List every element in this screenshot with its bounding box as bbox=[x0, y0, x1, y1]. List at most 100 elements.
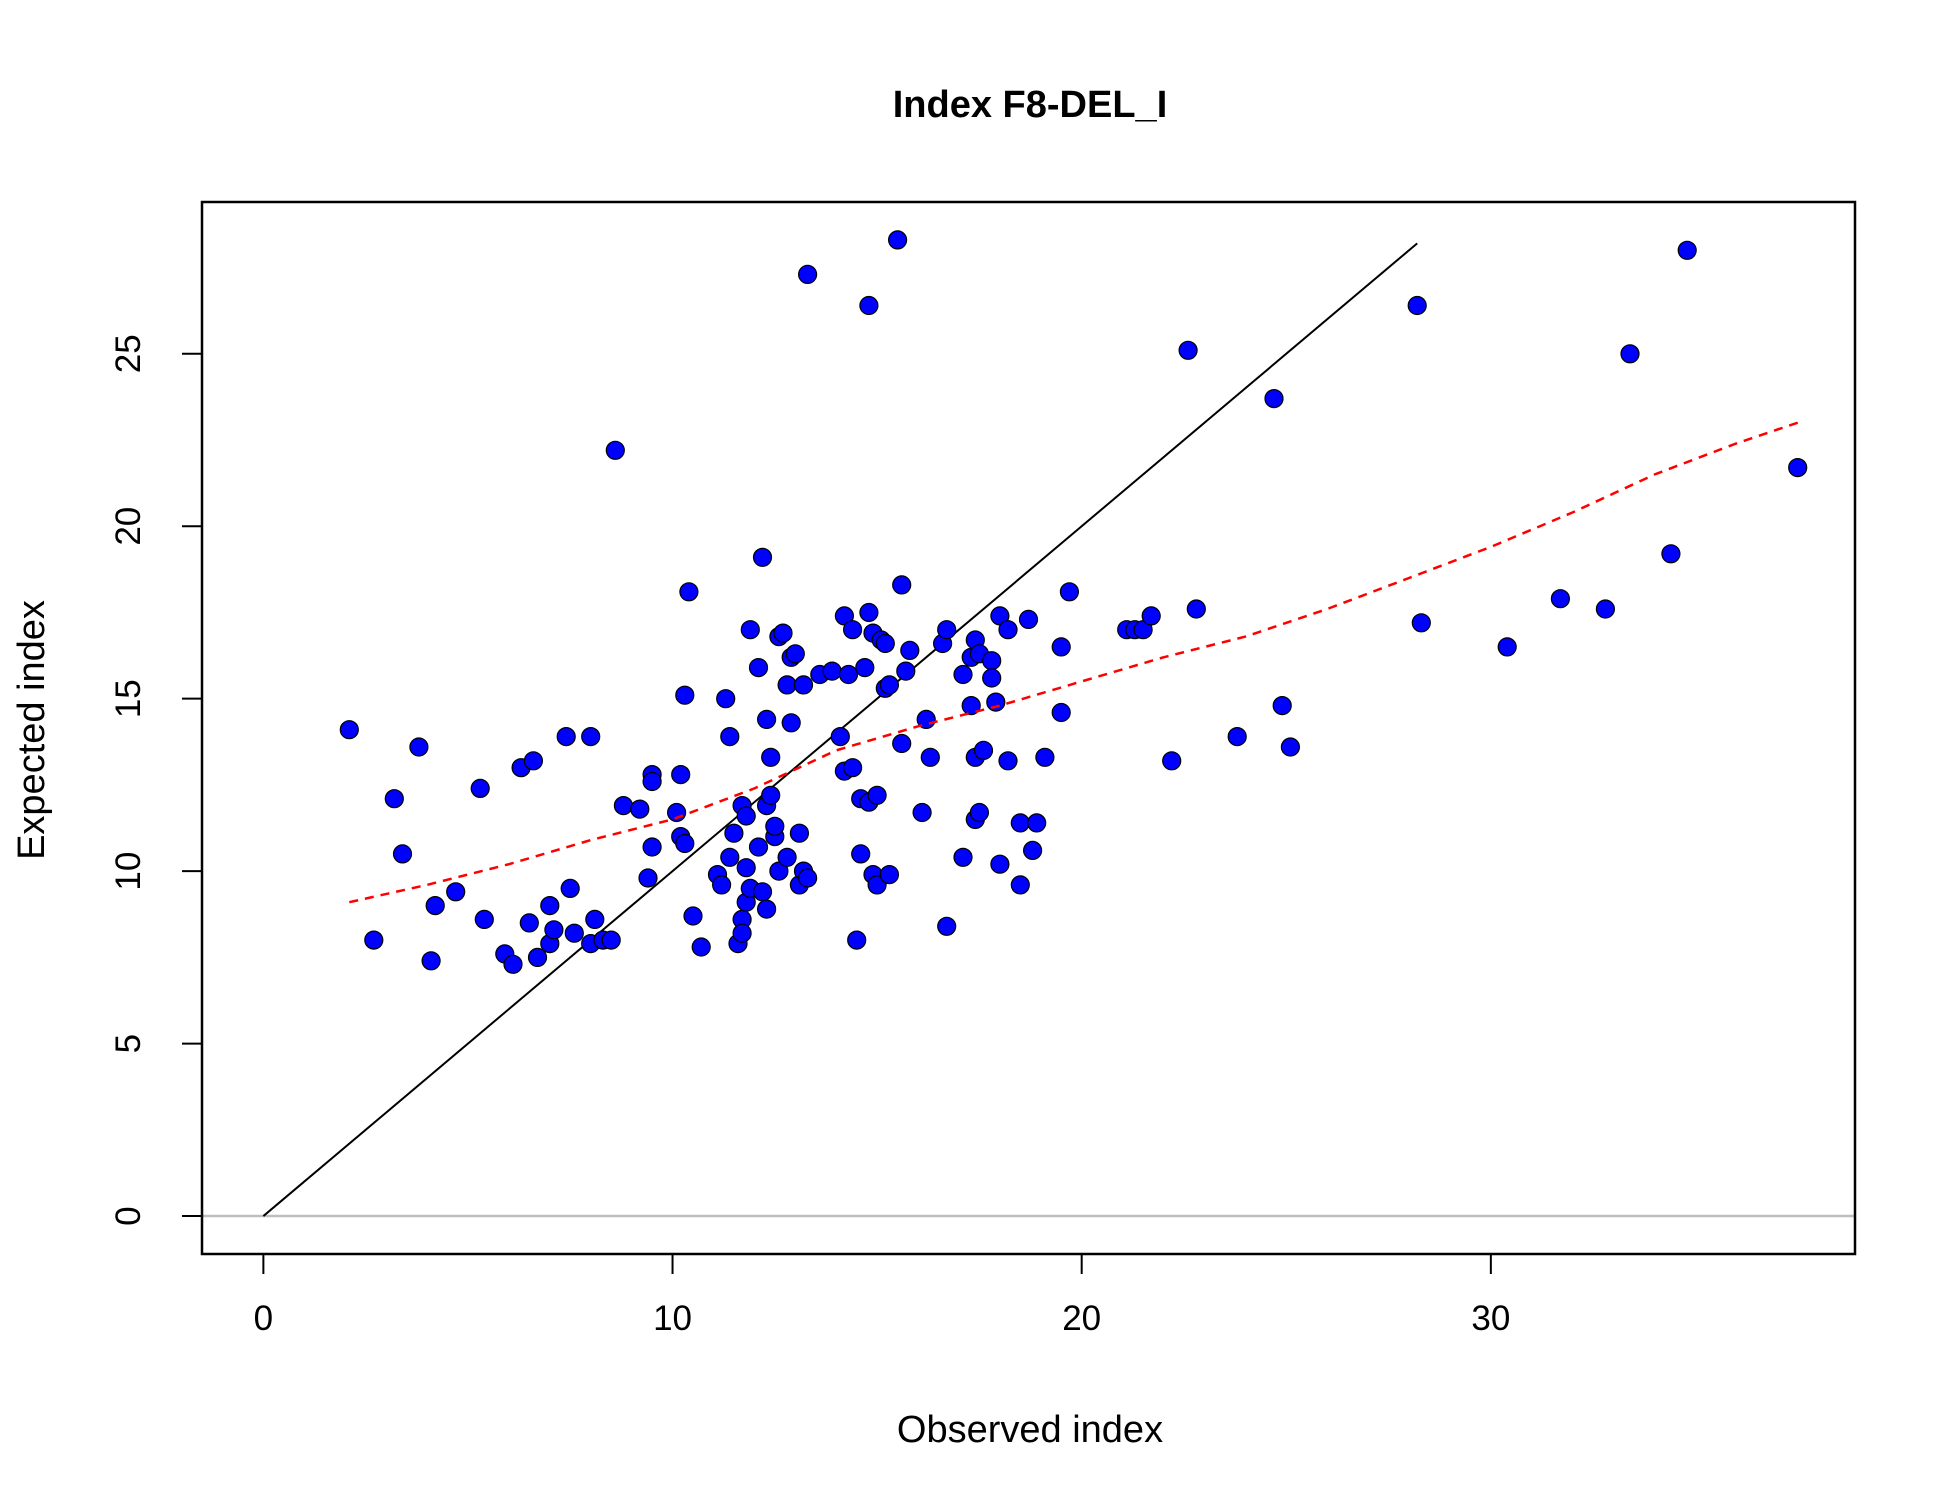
y-tick-label: 5 bbox=[109, 1034, 148, 1053]
data-point bbox=[793, 675, 814, 695]
data-point bbox=[838, 664, 859, 685]
x-tick-label: 10 bbox=[653, 1299, 692, 1338]
data-point bbox=[1677, 240, 1697, 260]
x-tick-label: 20 bbox=[1062, 1299, 1101, 1338]
data-point bbox=[953, 664, 973, 685]
data-point bbox=[1010, 813, 1030, 833]
data-point bbox=[720, 726, 740, 747]
data-point bbox=[675, 833, 695, 854]
y-tick-label: 15 bbox=[109, 679, 148, 718]
data-point bbox=[879, 864, 900, 885]
data-point bbox=[642, 771, 662, 792]
data-point bbox=[736, 806, 756, 826]
data-point bbox=[675, 685, 695, 705]
x-tick-label: 30 bbox=[1471, 1299, 1510, 1338]
data-point bbox=[392, 844, 413, 864]
data-point bbox=[630, 799, 650, 819]
data-point bbox=[887, 230, 908, 250]
data-point bbox=[421, 951, 441, 971]
data-point bbox=[1550, 589, 1571, 609]
data-point bbox=[773, 623, 793, 643]
y-tick-label: 10 bbox=[109, 852, 148, 891]
data-point bbox=[581, 726, 601, 747]
data-point bbox=[937, 916, 957, 936]
data-point bbox=[605, 440, 625, 460]
data-point bbox=[540, 895, 560, 916]
data-point bbox=[1411, 613, 1431, 633]
data-point bbox=[842, 758, 863, 778]
data-point bbox=[1051, 702, 1071, 723]
data-point bbox=[998, 751, 1018, 771]
data-point bbox=[892, 733, 912, 754]
data-point bbox=[797, 264, 818, 284]
data-point bbox=[736, 858, 756, 878]
chart-title: Index F8-DEL_I bbox=[893, 84, 1168, 126]
data-point bbox=[683, 906, 703, 926]
data-point bbox=[859, 295, 879, 316]
data-point bbox=[953, 847, 973, 867]
data-point bbox=[797, 868, 818, 888]
data-point bbox=[642, 837, 662, 857]
data-point bbox=[724, 823, 744, 843]
data-point bbox=[1022, 840, 1043, 861]
smooth-trend-line bbox=[349, 421, 1799, 904]
y-tick-label: 25 bbox=[109, 334, 148, 373]
data-point bbox=[982, 651, 1002, 671]
data-point bbox=[756, 899, 777, 919]
data-point bbox=[875, 633, 895, 654]
data-point bbox=[716, 689, 736, 709]
data-point bbox=[748, 657, 769, 678]
data-point bbox=[1595, 599, 1616, 619]
data-point bbox=[859, 602, 879, 623]
data-point bbox=[892, 575, 912, 595]
data-point bbox=[761, 785, 781, 805]
data-point bbox=[1661, 544, 1681, 564]
data-point bbox=[822, 661, 842, 681]
data-point bbox=[761, 747, 781, 767]
data-point bbox=[969, 802, 990, 823]
data-point bbox=[503, 954, 523, 974]
data-point bbox=[1186, 599, 1206, 619]
data-point bbox=[671, 764, 691, 785]
data-point bbox=[900, 640, 920, 661]
data-point bbox=[912, 802, 932, 823]
data-point bbox=[842, 620, 863, 640]
data-point bbox=[1035, 747, 1055, 767]
data-point bbox=[879, 675, 900, 695]
data-point bbox=[785, 644, 805, 664]
data-point bbox=[961, 695, 981, 716]
data-point bbox=[867, 785, 887, 805]
y-tick-label: 20 bbox=[109, 507, 148, 546]
data-point bbox=[613, 795, 634, 816]
data-point bbox=[519, 913, 539, 933]
data-point bbox=[920, 747, 940, 767]
data-point bbox=[1497, 637, 1517, 657]
data-point bbox=[998, 620, 1018, 640]
data-point bbox=[1272, 695, 1292, 716]
data-point bbox=[425, 895, 445, 916]
data-point bbox=[1264, 389, 1284, 409]
data-point bbox=[752, 547, 773, 567]
data-point bbox=[1010, 875, 1030, 895]
data-point bbox=[711, 875, 732, 895]
data-point bbox=[720, 847, 740, 867]
data-point bbox=[556, 726, 576, 747]
plot-frame bbox=[200, 200, 1857, 1256]
data-point bbox=[867, 875, 887, 895]
data-point bbox=[781, 713, 801, 733]
data-point bbox=[748, 837, 769, 857]
data-point bbox=[679, 582, 699, 602]
data-point bbox=[585, 909, 605, 930]
data-point bbox=[1059, 582, 1080, 602]
data-point bbox=[527, 947, 548, 968]
data-point bbox=[409, 737, 429, 757]
data-point bbox=[990, 854, 1010, 874]
data-point bbox=[564, 923, 584, 943]
data-point bbox=[1227, 726, 1247, 747]
data-point bbox=[1788, 458, 1808, 478]
x-tick-label: 0 bbox=[254, 1299, 273, 1338]
data-point bbox=[691, 937, 711, 957]
y-axis-label: Expected index bbox=[11, 600, 53, 860]
data-point bbox=[1407, 295, 1427, 316]
